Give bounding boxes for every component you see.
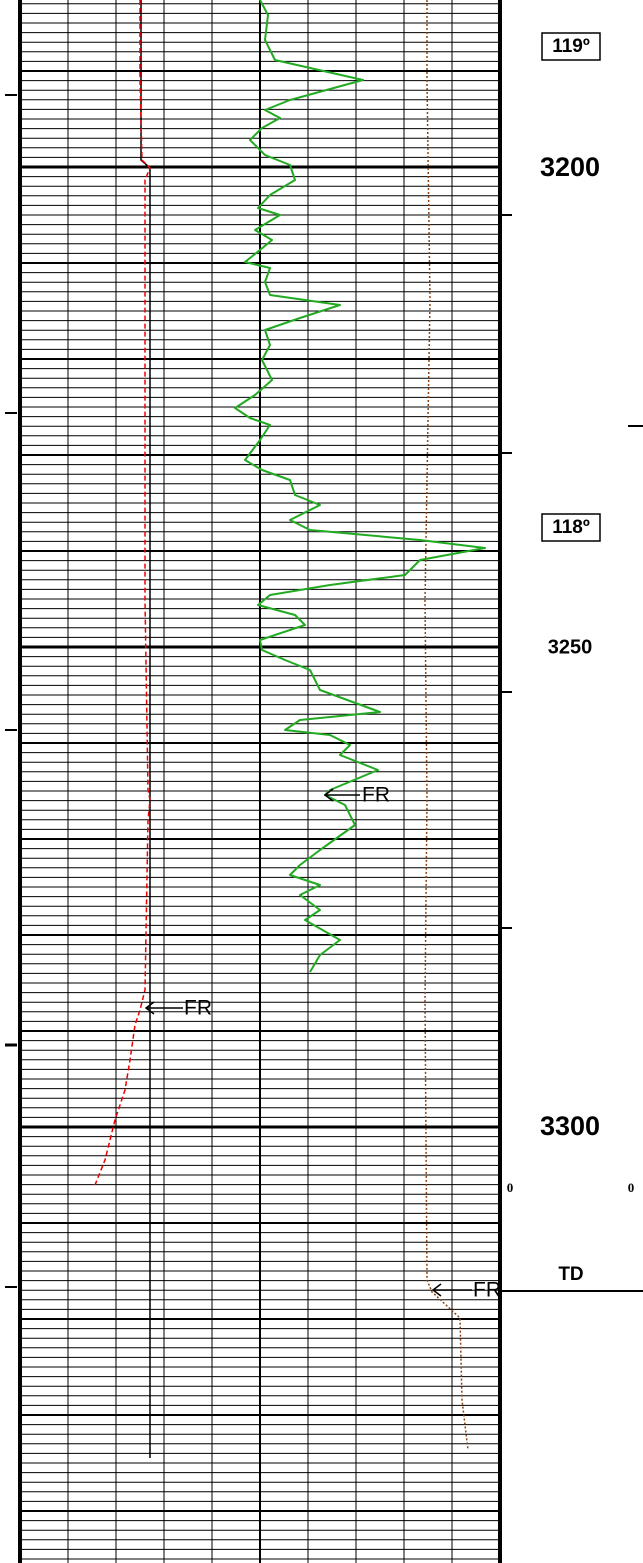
green-curve (234, 0, 486, 973)
ticks (5, 94, 643, 1292)
brown-curve (424, 0, 469, 1451)
temp-box (541, 513, 601, 542)
scale-zero: 0 (628, 1180, 635, 1195)
fr-label: FR (473, 1279, 501, 1302)
fr-label: FR (184, 997, 212, 1020)
td-label: TD (558, 1264, 583, 1285)
temp-box (541, 32, 601, 61)
fr-arrows (144, 788, 472, 1297)
arrow (144, 1001, 183, 1015)
curves (94, 0, 486, 1458)
arrow (323, 788, 360, 802)
fr-label: FR (362, 784, 390, 807)
temperature: 119º (552, 36, 590, 57)
grid (18, 0, 502, 1563)
depth-label: 3200 (540, 152, 600, 182)
black-curve (140, 0, 151, 1458)
temperature: 118º (552, 517, 590, 538)
depth-label: 3300 (540, 1111, 600, 1141)
red-curve (94, 0, 151, 1186)
depth-label: 3250 (548, 636, 593, 658)
scale-zero: 0 (507, 1180, 514, 1195)
arrow (431, 1283, 472, 1297)
